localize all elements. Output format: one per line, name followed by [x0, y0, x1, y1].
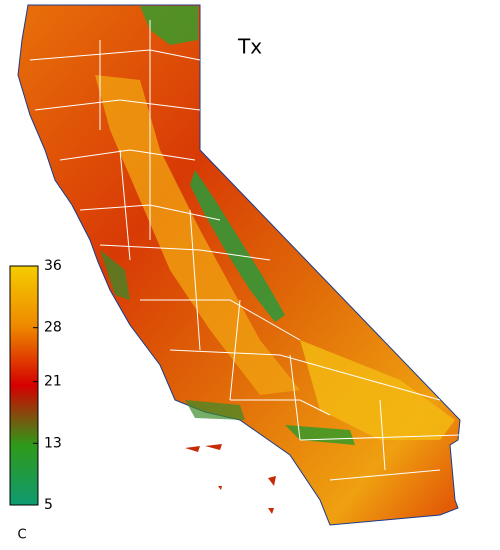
cool-sierra [190, 170, 285, 322]
colorbar-tick-label: 5 [44, 497, 53, 513]
islands [185, 444, 276, 514]
map-title: Tx [237, 35, 262, 59]
colorbar-tick-label: 13 [44, 435, 62, 451]
county-lines [29, 20, 461, 481]
colorbar-unit: C [17, 528, 26, 543]
cool-north [140, 6, 198, 45]
cool-coast [100, 250, 130, 300]
california [17, 4, 461, 526]
colorbar: 5 13 21 28 36 [9, 258, 62, 513]
colorbar-fill [9, 265, 39, 506]
cool-transverse [185, 400, 245, 420]
colorbar-tick-label: 36 [44, 258, 62, 274]
colorbar-tick-label: 28 [44, 320, 62, 336]
colorbar-tick-label: 21 [44, 374, 62, 390]
hot-valley [95, 75, 300, 395]
hot-desert [300, 340, 455, 440]
